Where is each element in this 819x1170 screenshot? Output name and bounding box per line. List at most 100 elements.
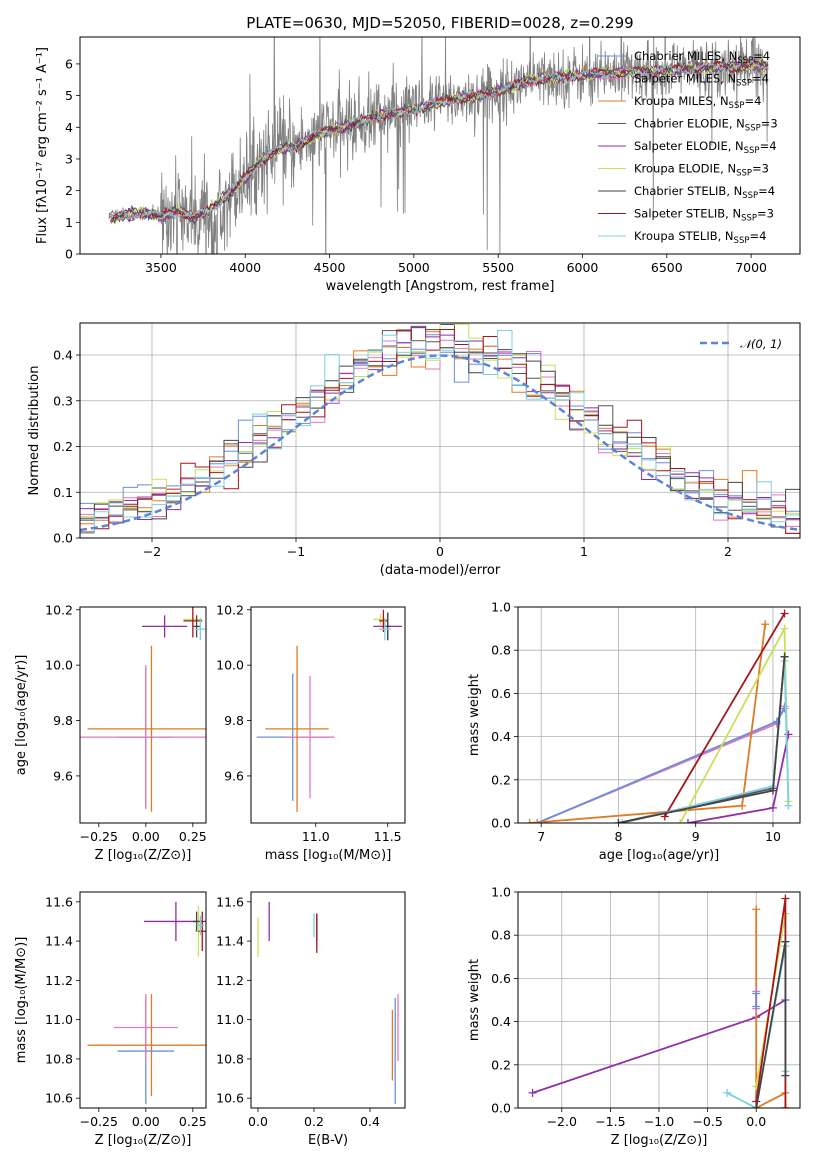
residuals-xtick-label: −2 bbox=[143, 544, 161, 559]
spectrum-ytick-label: 2 bbox=[65, 183, 73, 198]
spectrum-xlabel: wavelength [Angstrom, rest frame] bbox=[326, 279, 555, 294]
mass-EBV-xtick-label: 0.2 bbox=[304, 1114, 324, 1129]
spectrum-frame bbox=[79, 36, 801, 255]
weight-age-ytick-label: 0.8 bbox=[491, 643, 511, 658]
weight-age-frame bbox=[517, 606, 801, 824]
legend-label: Salpeter STELIB, NSSP=3 bbox=[634, 207, 774, 224]
weight-marker bbox=[780, 652, 789, 661]
spectrum-ytick-label: 1 bbox=[65, 215, 73, 230]
spectrum-ytick-label: 5 bbox=[65, 88, 73, 103]
legend-label: Kroupa STELIB, NSSP=4 bbox=[634, 229, 766, 246]
legend-label: Kroupa ELODIE, NSSP=3 bbox=[634, 162, 769, 179]
age-Z-ytick-label: 10.0 bbox=[45, 658, 73, 673]
age-mass-axes: 11.0 11.5 9.6 9.8 10.0 10.2 mass [log₁₀(M/M⊙)] bbox=[216, 602, 401, 863]
series-chabrier-stelib bbox=[614, 652, 789, 823]
weight-marker bbox=[528, 1088, 537, 1097]
weight-Z-ytick-label: 0.4 bbox=[491, 1014, 511, 1029]
mass-Z-xtick-label: −0.25 bbox=[80, 1114, 118, 1129]
spectrum-ytick-label: 0 bbox=[65, 247, 73, 262]
residuals-legend: 𝒩(0, 1) bbox=[700, 337, 782, 351]
weight-Z-xtick-label: 0.0 bbox=[746, 1114, 766, 1129]
point-chabrier-stelib bbox=[192, 615, 201, 638]
residuals-plot-area bbox=[80, 323, 800, 534]
mass-Z-xtick-label: 0.00 bbox=[132, 1114, 160, 1129]
mass-EBV-ytick-label: 11.0 bbox=[216, 1012, 244, 1027]
legend-label: Salpeter MILES, NSSP=4 bbox=[634, 72, 769, 89]
weight-marker bbox=[676, 819, 685, 823]
mass-Z-xtick-label: 0.25 bbox=[179, 1114, 207, 1129]
point-kroupa-stelib bbox=[379, 618, 391, 641]
weight-marker bbox=[738, 801, 747, 810]
age-Z-frame bbox=[79, 606, 207, 824]
point-salpeter-elodie bbox=[142, 615, 188, 638]
figure-title: PLATE=0630, MJD=52050, FIBERID=0028, z=0… bbox=[246, 14, 633, 32]
weight-marker bbox=[533, 819, 542, 823]
weight-marker bbox=[781, 894, 790, 903]
weight-marker bbox=[784, 801, 793, 810]
age-Z-plot-area bbox=[80, 607, 206, 812]
residuals-ytick-label: 0.0 bbox=[53, 531, 73, 546]
mass-EBV-frame bbox=[250, 891, 406, 1109]
spectrum-ytick-label: 3 bbox=[65, 151, 73, 166]
mass-EBV-xtick-label: 0.4 bbox=[360, 1114, 380, 1129]
residuals-xtick-label: 0 bbox=[436, 544, 444, 559]
residuals-xtick-label: −1 bbox=[287, 544, 305, 559]
spectrum-xtick-label: 7000 bbox=[735, 260, 767, 275]
weight-Z-ytick-label: 1.0 bbox=[491, 885, 511, 900]
age-Z-xtick-label: 0.25 bbox=[179, 829, 207, 844]
mass-EBV-axes: 0.0 0.2 0.4 10.6 10.8 11.0 11.2 11.4 11.6 E(B-V) bbox=[216, 894, 380, 1148]
weight-marker bbox=[752, 1104, 761, 1108]
weight-marker bbox=[768, 786, 777, 795]
weight-line bbox=[664, 613, 786, 817]
age-mass-frame bbox=[250, 606, 406, 824]
spectrum-plot-area bbox=[108, 37, 769, 254]
spectrum-model-kroupa-stelib bbox=[110, 58, 769, 221]
point-salpeter-stelib bbox=[183, 607, 203, 638]
weight-Z-frame bbox=[517, 891, 801, 1109]
weight-marker bbox=[723, 1088, 732, 1097]
legend-label: Kroupa MILES, NSSP=4 bbox=[634, 94, 761, 111]
point-chabrier-stelib bbox=[192, 911, 201, 932]
series-kroupa-miles bbox=[525, 620, 770, 823]
spectrum-xtick-label: 5000 bbox=[398, 260, 430, 275]
mass-EBV-plot-area bbox=[257, 901, 399, 1105]
spectrum-axes: 3500 4000 4500 5000 5500 6000 6500 7000 0 1 2 3 4 5 6 w… bbox=[35, 47, 767, 294]
residuals-frame bbox=[79, 322, 801, 539]
weight-Z-plot-area bbox=[528, 894, 790, 1108]
residuals-xtick-label: 2 bbox=[724, 544, 732, 559]
weight-Z-ytick-label: 0.2 bbox=[491, 1057, 511, 1072]
spectrum-xtick-label: 6000 bbox=[567, 260, 599, 275]
mass-Z-ytick-label: 11.0 bbox=[45, 1012, 73, 1027]
weight-Z-xtick-label: −2.0 bbox=[547, 1114, 577, 1129]
weight-Z-ytick-label: 0.8 bbox=[491, 928, 511, 943]
weight-age-xtick-label: 8 bbox=[614, 829, 622, 844]
weight-age-ytick-label: 1.0 bbox=[491, 600, 511, 615]
weight-marker bbox=[780, 609, 789, 618]
weight-age-ylabel: mass weight bbox=[467, 674, 482, 756]
age-mass-ytick-label: 10.0 bbox=[216, 658, 244, 673]
weight-marker bbox=[781, 937, 790, 946]
mass-Z-ytick-label: 11.4 bbox=[45, 934, 73, 949]
age-Z-ytick-label: 10.2 bbox=[45, 602, 73, 617]
weight-age-ytick-label: 0.0 bbox=[491, 816, 511, 831]
point-kroupa-stelib bbox=[194, 618, 206, 641]
mass-EBV-ytick-label: 11.2 bbox=[216, 973, 244, 988]
spectrum-xtick-label: 5500 bbox=[482, 260, 514, 275]
weight-Z-ylabel: mass weight bbox=[467, 959, 482, 1041]
series-chabrier-miles bbox=[752, 989, 761, 1011]
mass-Z-ytick-label: 10.6 bbox=[45, 1091, 73, 1106]
weight-marker bbox=[752, 905, 761, 914]
weight-age-xtick-label: 7 bbox=[537, 829, 545, 844]
legend-label: Salpeter ELODIE, NSSP=4 bbox=[634, 139, 777, 156]
weight-age-plot-area bbox=[525, 609, 793, 823]
weight-marker bbox=[614, 819, 623, 823]
weight-Z-xlabel: Z [log₁₀(Z/Z⊙)] bbox=[611, 1133, 708, 1148]
age-Z-xlabel: Z [log₁₀(Z/Z⊙)] bbox=[95, 848, 192, 863]
mass-EBV-ytick-label: 11.4 bbox=[216, 934, 244, 949]
point-chabrier-stelib bbox=[384, 612, 391, 641]
spectrum-xtick-label: 4000 bbox=[229, 260, 261, 275]
mass-EBV-xlabel: E(B-V) bbox=[308, 1133, 348, 1148]
mass-EBV-ytick-label: 10.6 bbox=[216, 1091, 244, 1106]
spectrum-model-chabrier-stelib bbox=[110, 58, 769, 225]
